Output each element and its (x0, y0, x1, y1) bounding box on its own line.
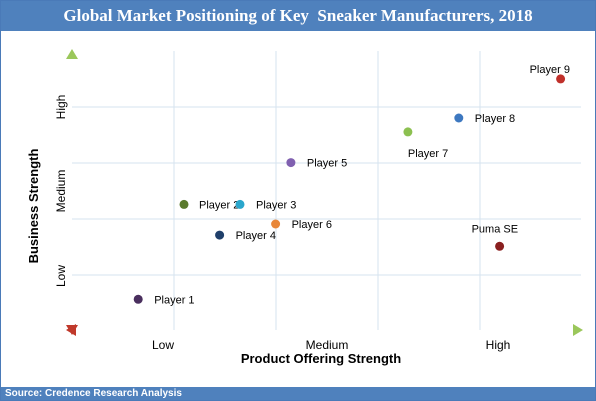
data-label-4: Player 4 (236, 230, 276, 242)
data-label-2: Player 2 (199, 199, 239, 211)
data-label-6: Player 6 (292, 219, 332, 231)
y-tick-label-high: High (54, 95, 68, 120)
data-point-9 (556, 74, 566, 84)
data-point-2 (179, 199, 189, 209)
data-points: Player 1 Player 2 Player 3 Player 4 Player 5… (133, 64, 570, 306)
data-label-5: Player 5 (307, 158, 347, 170)
data-label-1: Player 1 (154, 294, 194, 306)
data-point-10 (495, 241, 505, 251)
data-label-8: Player 8 (475, 113, 515, 125)
data-label-3: Player 3 (256, 199, 296, 211)
source-text: Source: Credence Research Analysis (5, 388, 182, 399)
scatter-chart: Low Medium High Low Medium High Product … (26, 49, 583, 366)
y-axis-title: Business Strength (26, 149, 41, 264)
y-tick-label-medium: Medium (54, 170, 68, 213)
x-axis-title: Product Offering Strength (241, 351, 401, 366)
grid-lines (72, 51, 581, 330)
x-tick-label-low: Low (152, 338, 174, 352)
x-tick-label-high: High (486, 338, 511, 352)
source-bar: Source: Credence Research Analysis (1, 387, 595, 400)
x-axis-arrow-right (573, 324, 583, 336)
data-point-4 (215, 230, 225, 240)
chart-title: Global Market Positioning of Key Sneaker… (1, 1, 595, 31)
data-label-10: Puma SE (472, 223, 518, 235)
data-label-7: Player 7 (408, 148, 448, 160)
data-point-3 (235, 199, 245, 209)
data-point-8 (454, 113, 464, 123)
data-point-1 (133, 294, 143, 304)
data-point-5 (286, 158, 296, 168)
data-point-6 (271, 219, 281, 229)
data-label-9: Player 9 (530, 64, 570, 76)
y-tick-label-low: Low (54, 265, 68, 287)
y-axis-arrow-down (66, 325, 78, 335)
data-point-7 (403, 127, 413, 137)
x-tick-label-medium: Medium (306, 338, 349, 352)
y-axis-arrow-up (66, 49, 78, 59)
